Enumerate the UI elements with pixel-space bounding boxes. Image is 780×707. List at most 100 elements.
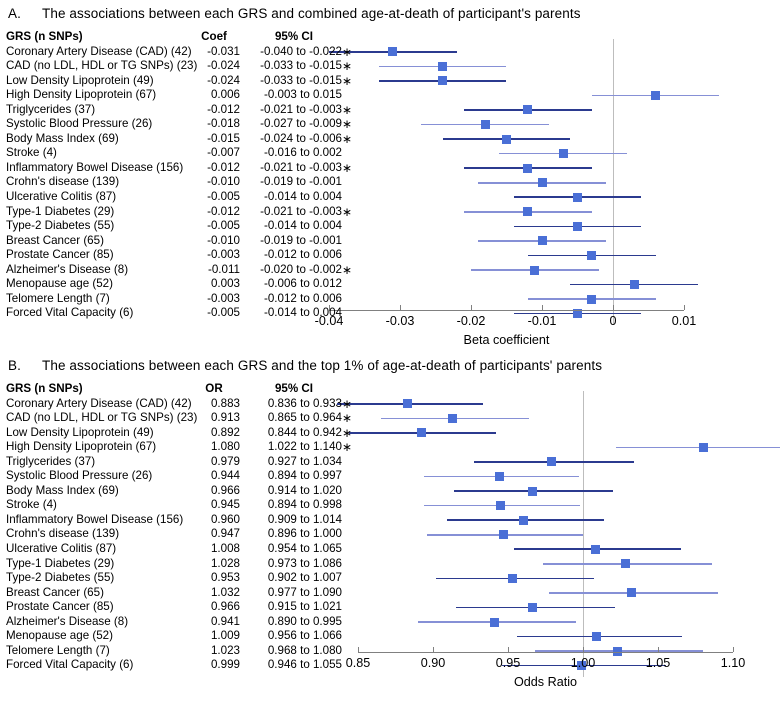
panel-a-letter: A.	[8, 6, 21, 21]
significance-asterisk: ∗	[342, 262, 353, 277]
panel-b-table: GRS (n SNPs) OR 95% CI Coronary Artery D…	[6, 382, 352, 673]
panel-b-reference-line	[583, 390, 584, 677]
estimate-value: -0.007	[207, 146, 240, 160]
estimate-value: -0.003	[207, 248, 240, 262]
estimate-value: -0.005	[207, 190, 240, 204]
axis-tick	[733, 647, 735, 652]
axis-tick-label: -0.02	[456, 314, 486, 328]
point-estimate-marker	[438, 76, 448, 86]
table-row: Coronary Artery Disease (CAD) (42) -0.031…	[6, 45, 352, 60]
point-estimate-marker	[587, 294, 597, 304]
estimate-value: -0.010	[207, 233, 240, 247]
grs-label: Prostate Cancer (85)	[6, 600, 114, 614]
confidence-interval: 0.927 to 1.034	[267, 454, 342, 468]
confidence-interval: -0.021 to -0.003	[260, 102, 342, 116]
significance-asterisk: ∗	[342, 411, 353, 426]
axis-tick	[658, 647, 660, 652]
significance-asterisk: ∗	[342, 59, 353, 74]
significance-asterisk: ∗	[342, 204, 353, 219]
confidence-interval: -0.016 to 0.002	[264, 146, 342, 160]
point-estimate-marker	[620, 559, 630, 569]
point-estimate-marker	[523, 105, 533, 115]
confidence-interval: -0.020 to -0.002	[260, 262, 342, 276]
point-estimate-marker	[577, 661, 586, 671]
grs-label: Prostate Cancer (85)	[6, 248, 114, 262]
table-row: Type-1 Diabetes (29) 1.028 0.973 to 1.086	[6, 556, 342, 572]
significance-asterisk: ∗	[342, 102, 353, 117]
grs-label: Telomere Length (7)	[6, 291, 110, 305]
panel-b: B. The associations between each GRS and …	[0, 352, 780, 707]
table-row: Forced Vital Capacity (6) -0.005 -0.014 to…	[6, 306, 342, 321]
grs-label: Breast Cancer (65)	[6, 233, 104, 247]
ci-whisker	[616, 446, 780, 449]
panel-a-header-estimate: Coef	[201, 30, 227, 43]
point-estimate-marker	[651, 90, 661, 100]
grs-label: Triglycerides (37)	[6, 454, 96, 468]
table-row: Forced Vital Capacity (6) 0.999 0.946 to 1…	[6, 658, 342, 673]
grs-label: Alzheimer's Disease (8)	[6, 614, 129, 628]
axis-tick-label: -0.03	[385, 314, 415, 328]
axis-tick	[433, 647, 435, 652]
panel-a-x-axis-title: Beta coefficient	[463, 333, 550, 347]
grs-label: Low Density Lipoprotein (49)	[6, 425, 154, 439]
panel-b-title-text: The associations between each GRS and th…	[42, 358, 603, 373]
table-row: Coronary Artery Disease (CAD) (42) 0.883 0…	[6, 396, 352, 412]
panel-b-header-label: GRS (n SNPs)	[6, 382, 83, 395]
table-row: Body Mass Index (69) -0.015 -0.024 to -0.0…	[6, 131, 352, 147]
confidence-interval: -0.024 to -0.006	[260, 131, 342, 145]
panel-b-header-estimate: OR	[205, 382, 223, 395]
confidence-interval: -0.021 to -0.003	[260, 204, 342, 218]
table-row: Stroke (4) -0.007 -0.016 to 0.002	[6, 146, 342, 161]
confidence-interval: -0.006 to 0.012	[264, 277, 342, 291]
estimate-value: -0.015	[207, 131, 240, 145]
point-estimate-marker	[698, 442, 708, 452]
estimate-value: 1.008	[210, 542, 240, 556]
confidence-interval: 0.973 to 1.086	[267, 556, 342, 570]
estimate-value: 0.883	[210, 396, 240, 410]
estimate-value: 0.953	[210, 571, 240, 585]
confidence-interval: 0.977 to 1.090	[267, 585, 342, 599]
grs-label: Menopause age (52)	[6, 629, 113, 643]
grs-label: Forced Vital Capacity (6)	[6, 658, 134, 672]
grs-label: Systolic Blood Pressure (26)	[6, 117, 153, 131]
estimate-value: -0.005	[207, 306, 240, 320]
panel-a-title-text: The associations between each GRS and co…	[42, 6, 581, 21]
axis-tick-label: 1.05	[645, 656, 671, 670]
point-estimate-marker	[403, 399, 412, 409]
grs-label: Breast Cancer (65)	[6, 585, 104, 599]
panel-a-header-ci: 95% CI	[274, 30, 314, 43]
grs-label: Telomere Length (7)	[6, 643, 110, 657]
panel-a-table: GRS (n SNPs) Coef 95% CI Coronary Artery…	[6, 30, 352, 321]
axis-tick-label: 0	[609, 314, 617, 328]
significance-asterisk: ∗	[342, 117, 353, 132]
confidence-interval: 0.968 to 1.080	[267, 643, 342, 657]
grs-label: Menopause age (52)	[6, 277, 113, 291]
estimate-value: -0.012	[207, 204, 240, 218]
confidence-interval: 0.894 to 0.998	[267, 498, 342, 512]
grs-label: High Density Lipoprotein (67)	[6, 440, 157, 454]
confidence-interval: -0.003 to 0.015	[264, 88, 342, 102]
table-row: Ulcerative Colitis (87) 1.008 0.954 to 1.0…	[6, 542, 342, 557]
point-estimate-marker	[499, 530, 508, 540]
axis-tick	[329, 305, 331, 310]
grs-label: Triglycerides (37)	[6, 102, 96, 116]
table-row: Breast Cancer (65) 1.032 0.977 to 1.090	[6, 585, 342, 601]
estimate-value: 0.960	[210, 512, 240, 526]
grs-label: Forced Vital Capacity (6)	[6, 306, 134, 320]
panel-a-header-label: GRS (n SNPs)	[6, 30, 83, 43]
grs-label: Type-2 Diabetes (55)	[6, 219, 115, 233]
grs-label: Crohn's disease (139)	[6, 175, 120, 189]
estimate-value: 1.009	[210, 629, 240, 643]
estimate-value: 1.028	[210, 556, 240, 570]
grs-label: CAD (no LDL, HDL or TG SNPs) (23)	[6, 411, 198, 425]
confidence-interval: 0.909 to 1.014	[267, 512, 342, 526]
table-row: Triglycerides (37) -0.012 -0.021 to -0.003…	[6, 102, 352, 118]
estimate-value: 0.966	[210, 600, 240, 614]
estimate-value: -0.003	[207, 291, 240, 305]
point-estimate-marker	[518, 515, 528, 525]
point-estimate-marker	[587, 250, 597, 260]
confidence-interval: 0.865 to 0.964	[267, 411, 342, 425]
point-estimate-marker	[388, 47, 398, 57]
point-estimate-marker	[416, 428, 426, 438]
estimate-value: 0.006	[210, 88, 240, 102]
